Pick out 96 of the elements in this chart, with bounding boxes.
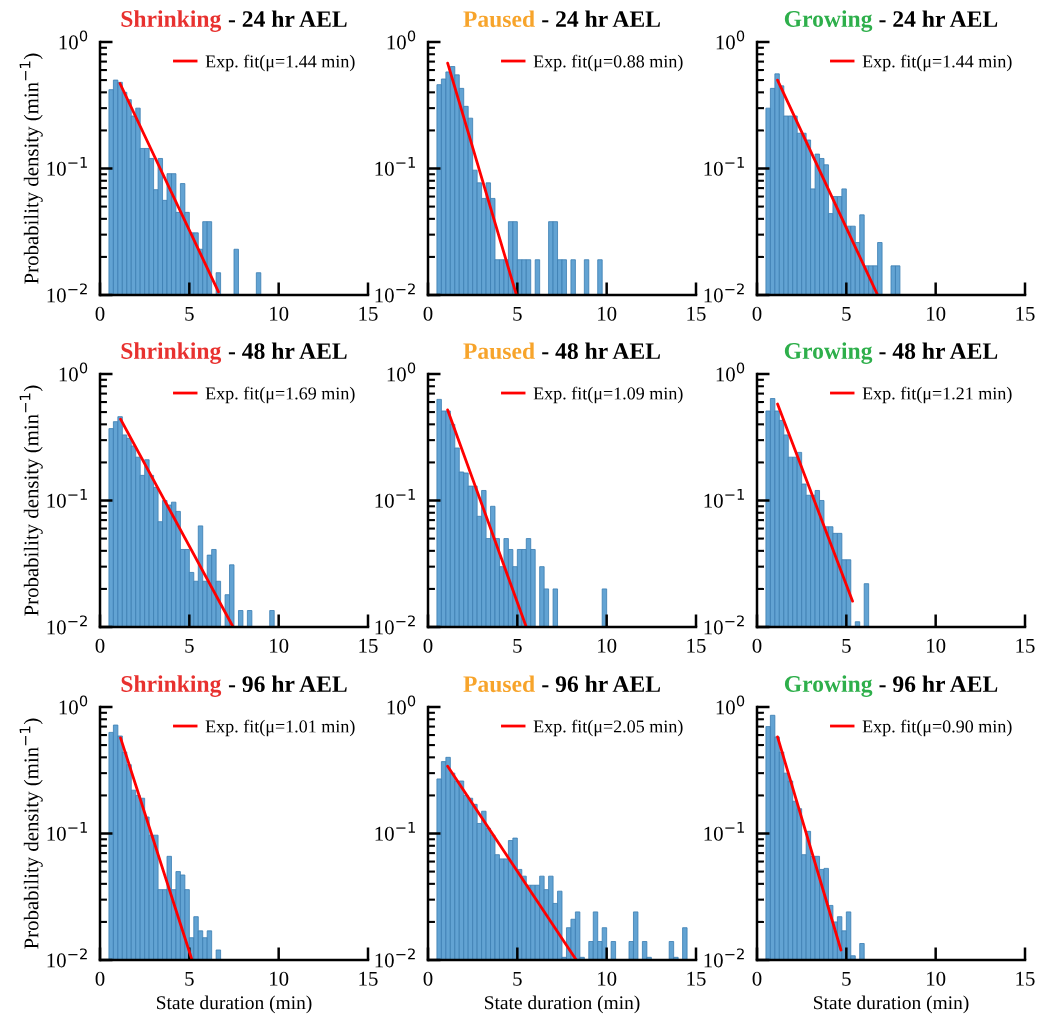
x-tick-label: 10 xyxy=(927,971,946,986)
x-tick-label: 10 xyxy=(270,638,289,653)
x-tick-label: 0 xyxy=(423,638,433,653)
x-tick-label: 0 xyxy=(95,306,105,321)
legend-label: Exp. fit(μ=1.44 min) xyxy=(862,54,1012,72)
x-tick-label: 5 xyxy=(513,971,522,986)
x-tick-label: 5 xyxy=(513,638,522,653)
y-tick-label: 10$^{−2}$ xyxy=(375,283,415,303)
y-tick-label: 10$^{−1}$ xyxy=(704,157,744,176)
x-tick-label: 10 xyxy=(270,306,289,321)
y-tick-label: 10$^{0}$ xyxy=(716,362,745,382)
x-tick-label: 5 xyxy=(185,638,194,653)
y-tick-label: 10$^{0}$ xyxy=(716,30,745,50)
y-tick-label: 10$^{0}$ xyxy=(59,30,88,50)
y-tick-label: 10$^{−1}$ xyxy=(47,489,87,508)
legend-label: Exp. fit(μ=1.21 min) xyxy=(862,386,1012,404)
x-tick-label: 15 xyxy=(687,971,706,986)
chart-subtitle: - 48 hr AEL xyxy=(879,342,998,360)
y-tick-label: 10$^{−2}$ xyxy=(375,615,415,635)
y-tick-label: 10$^{−1}$ xyxy=(375,489,415,508)
y-tick-label: 10$^{−2}$ xyxy=(704,615,744,635)
y-axis-title: Probability density (min$^{−1}$) xyxy=(19,385,43,616)
x-tick-label: 15 xyxy=(1016,971,1035,986)
y-tick-label: 10$^{−2}$ xyxy=(704,283,744,303)
y-tick-label: 10$^{−1}$ xyxy=(704,822,744,841)
chart-title: Shrinking xyxy=(121,675,222,697)
y-tick-label: 10$^{0}$ xyxy=(387,30,416,50)
chart-title: Shrinking xyxy=(121,342,222,364)
y-axis-title: Probability density (min$^{−1}$) xyxy=(19,718,43,949)
legend-label: Exp. fit(μ=1.01 min) xyxy=(205,719,355,737)
x-tick-label: 10 xyxy=(598,306,617,321)
chart-subtitle: - 24 hr AEL xyxy=(228,10,347,27)
chart-subtitle: - 24 hr AEL xyxy=(879,10,998,27)
x-tick-label: 10 xyxy=(598,971,617,986)
x-tick-label: 10 xyxy=(270,971,289,986)
y-tick-label: 10$^{−2}$ xyxy=(47,283,87,303)
x-tick-label: 10 xyxy=(927,638,946,653)
y-tick-label: 10$^{−2}$ xyxy=(375,948,415,968)
y-tick-label: 10$^{−2}$ xyxy=(47,615,87,635)
chart-title: Growing xyxy=(784,675,873,697)
y-tick-label: 10$^{−1}$ xyxy=(47,822,87,841)
legend-label: Exp. fit(μ=0.90 min) xyxy=(862,719,1012,737)
chart-subtitle: - 48 hr AEL xyxy=(228,342,347,360)
chart-title: Paused xyxy=(463,342,535,360)
y-tick-label: 10$^{0}$ xyxy=(59,362,88,382)
x-axis-title: State duration (min) xyxy=(814,995,969,1014)
chart-subtitle: - 96 hr AEL xyxy=(542,675,661,693)
x-tick-label: 15 xyxy=(687,306,706,321)
legend-label: Exp. fit(μ=1.69 min) xyxy=(205,386,355,404)
chart-title: Growing xyxy=(784,10,873,32)
legend-label: Exp. fit(μ=1.44 min) xyxy=(205,54,355,72)
legend-label: Exp. fit(μ=2.05 min) xyxy=(533,719,683,737)
x-tick-label: 10 xyxy=(927,306,946,321)
legend-label: Exp. fit(μ=0.88 min) xyxy=(533,54,683,72)
x-axis-title: State duration (min) xyxy=(485,995,640,1014)
chart-title: Growing xyxy=(784,342,873,364)
x-tick-label: 15 xyxy=(687,638,706,653)
x-tick-label: 0 xyxy=(752,638,762,653)
y-axis-title: Probability density (min$^{−1}$) xyxy=(19,53,43,284)
chart-subtitle: - 96 hr AEL xyxy=(228,675,347,693)
legend-label: Exp. fit(μ=1.09 min) xyxy=(533,386,683,404)
x-tick-label: 15 xyxy=(359,971,378,986)
chart-subtitle: - 96 hr AEL xyxy=(879,675,998,693)
x-tick-label: 0 xyxy=(423,306,433,321)
x-tick-label: 0 xyxy=(752,306,762,321)
y-tick-label: 10$^{0}$ xyxy=(387,695,416,715)
x-tick-label: 0 xyxy=(95,638,105,653)
x-tick-label: 5 xyxy=(185,971,194,986)
chart-subtitle: - 24 hr AEL xyxy=(542,10,660,27)
x-tick-label: 15 xyxy=(1016,638,1035,653)
x-tick-label: 15 xyxy=(359,638,378,653)
x-tick-label: 0 xyxy=(752,971,762,986)
x-tick-label: 0 xyxy=(423,971,433,986)
chart-title: Shrinking xyxy=(121,10,222,32)
x-tick-label: 5 xyxy=(842,306,851,321)
y-tick-label: 10$^{−2}$ xyxy=(704,948,744,968)
y-tick-label: 10$^{−1}$ xyxy=(375,157,415,176)
x-tick-label: 5 xyxy=(185,306,194,321)
x-tick-label: 5 xyxy=(842,971,851,986)
x-tick-label: 5 xyxy=(513,306,522,321)
y-tick-label: 10$^{−1}$ xyxy=(47,157,87,176)
x-tick-label: 5 xyxy=(842,638,851,653)
x-tick-label: 15 xyxy=(1016,306,1035,321)
chart-title: Paused xyxy=(463,675,535,693)
chart-title: Paused xyxy=(463,10,535,28)
x-axis-title: State duration (min) xyxy=(157,995,312,1014)
x-tick-label: 15 xyxy=(359,306,378,321)
x-tick-label: 0 xyxy=(95,971,105,986)
y-tick-label: 10$^{0}$ xyxy=(59,695,88,715)
x-tick-label: 10 xyxy=(598,638,617,653)
y-tick-label: 10$^{−1}$ xyxy=(375,822,415,841)
y-tick-label: 10$^{−2}$ xyxy=(47,948,87,968)
y-tick-label: 10$^{−1}$ xyxy=(704,489,744,508)
chart-subtitle: - 48 hr AEL xyxy=(542,342,660,360)
y-tick-label: 10$^{0}$ xyxy=(387,362,416,382)
y-tick-label: 10$^{0}$ xyxy=(716,695,745,715)
